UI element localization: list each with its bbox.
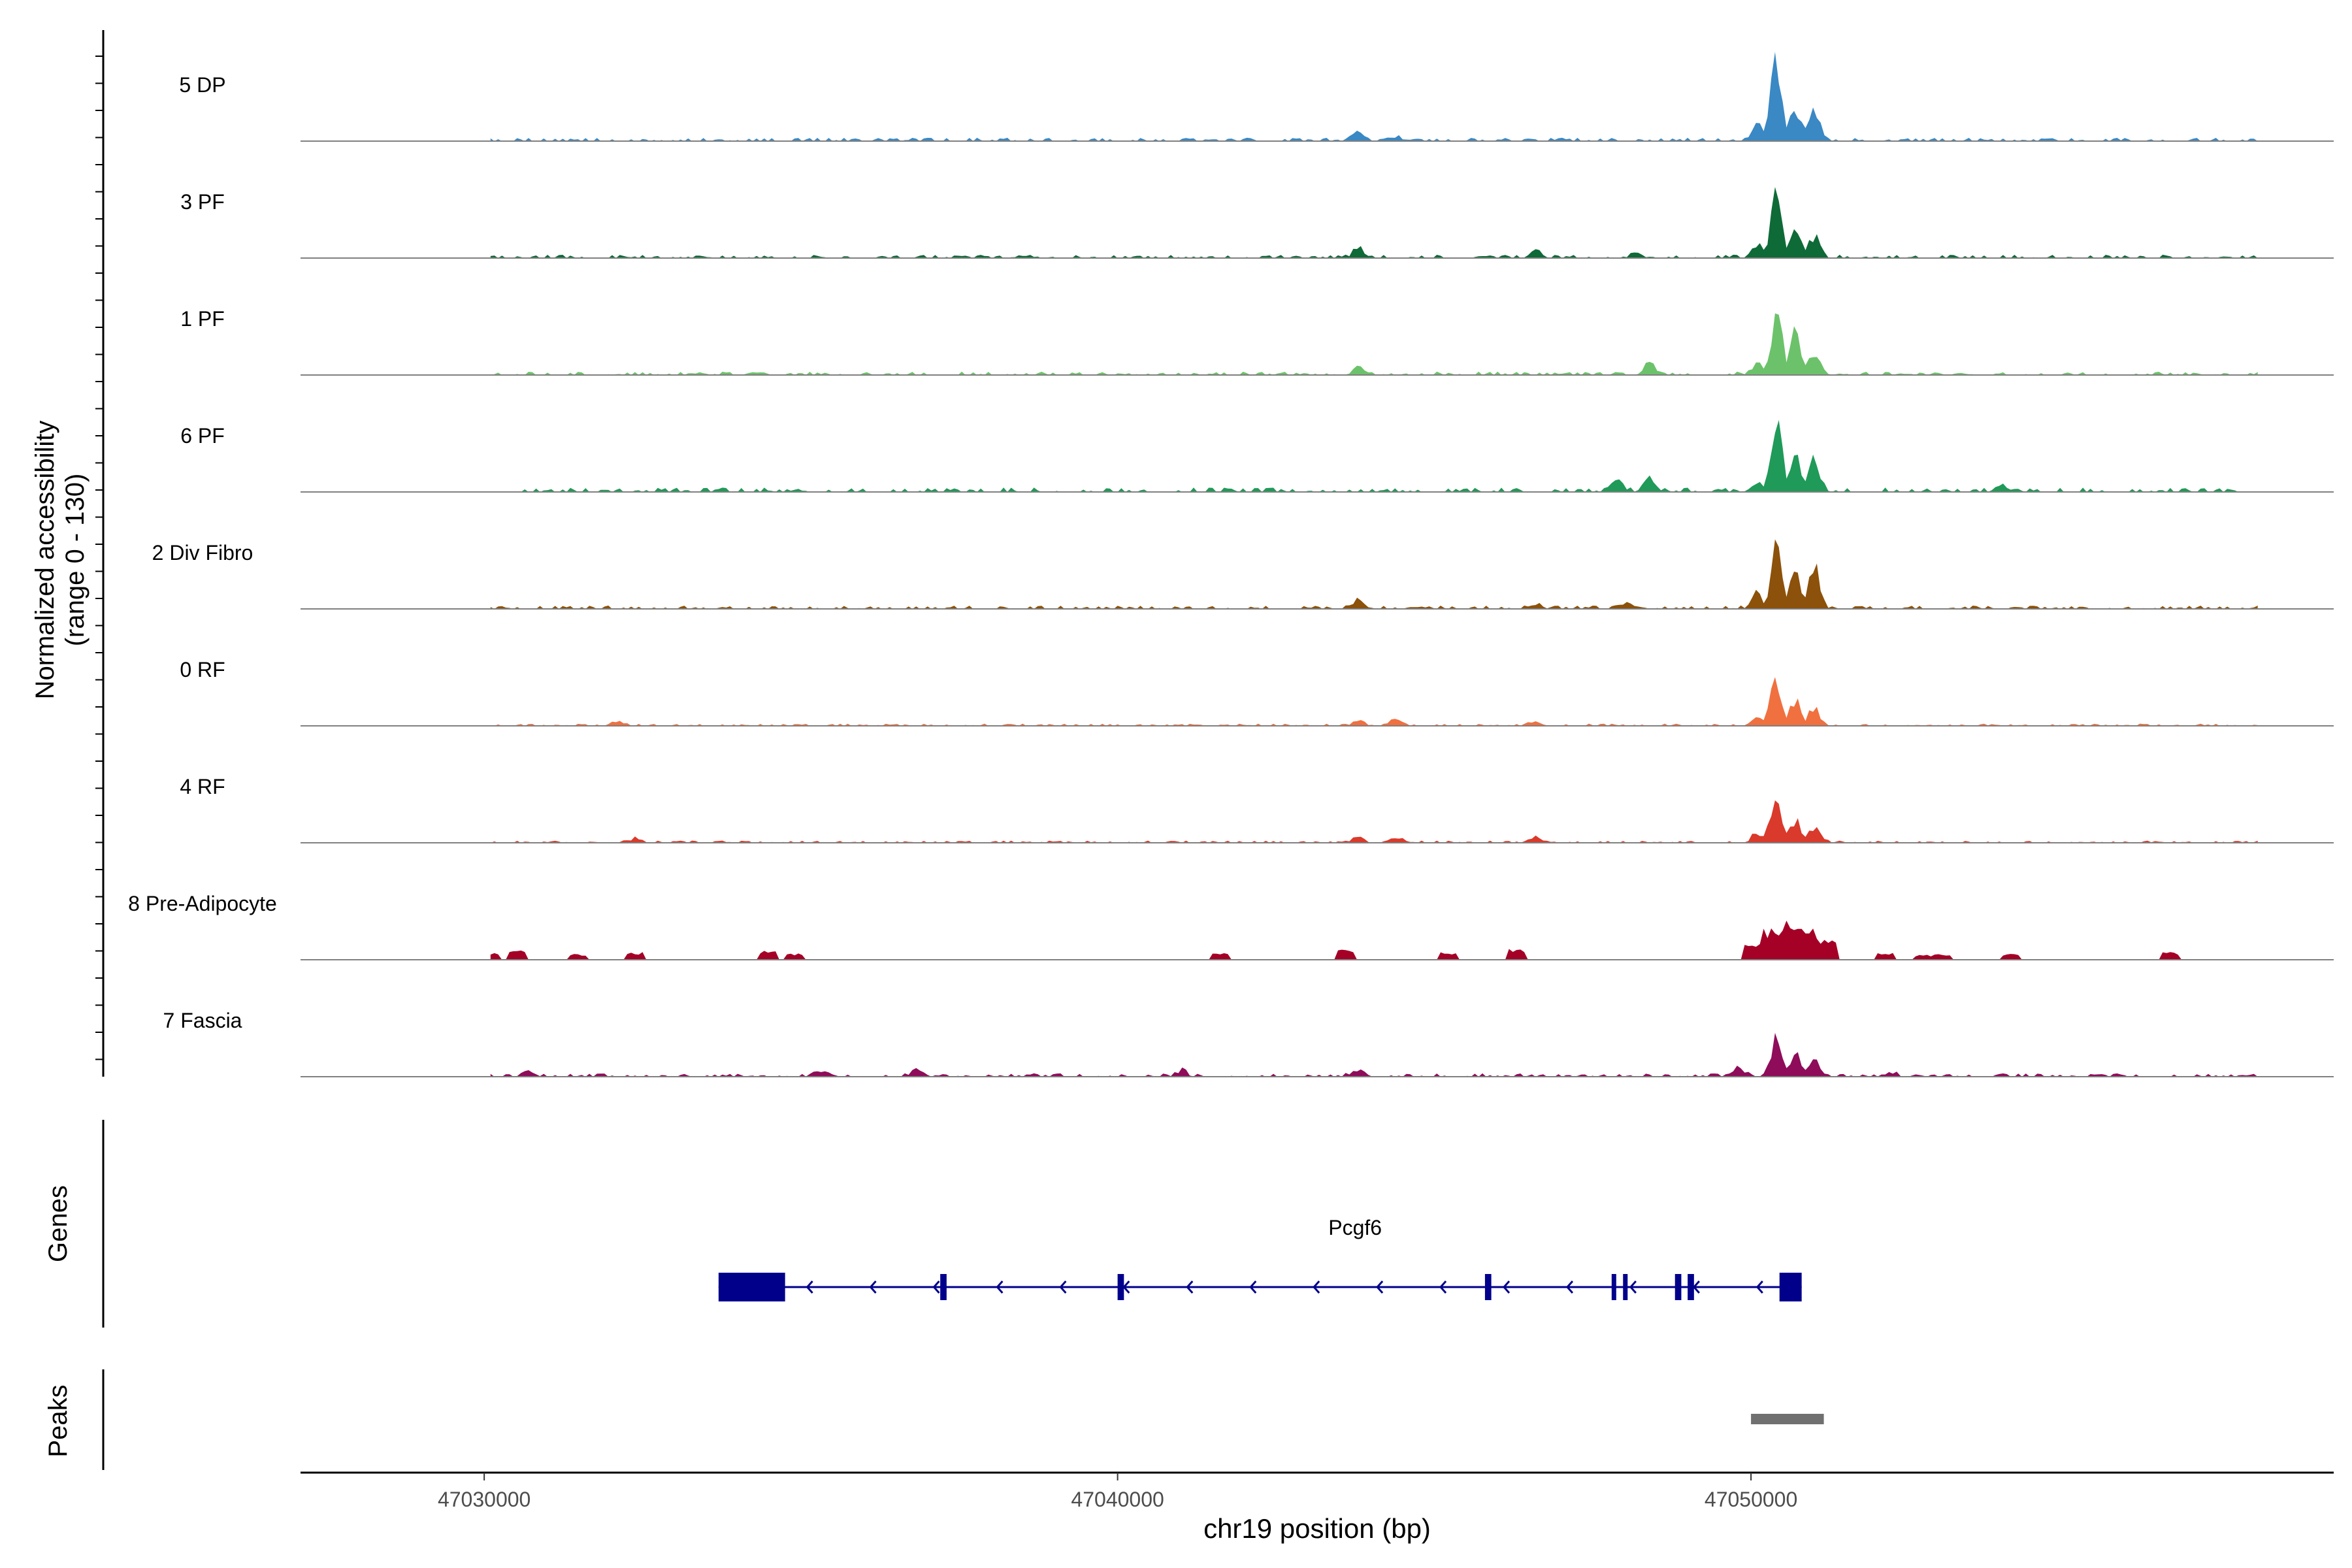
y-axis-title-line2: (range 0 - 130) bbox=[61, 474, 90, 647]
genes-track-label: Genes bbox=[44, 1185, 73, 1262]
strand-arrow bbox=[1059, 1281, 1067, 1294]
strand-arrow bbox=[806, 1281, 813, 1294]
x-axis-ticks: 47030000 47040000 47050000 bbox=[438, 1473, 1797, 1511]
track-label: 5 DP bbox=[179, 73, 225, 97]
strand-arrow bbox=[1439, 1281, 1447, 1294]
coverage-area bbox=[490, 187, 2258, 258]
strand-arrow bbox=[1502, 1281, 1511, 1294]
coverage-track: 1 PF bbox=[180, 307, 2334, 376]
coverage-track: 0 RF bbox=[180, 658, 2334, 727]
x-tick-label: 47030000 bbox=[438, 1488, 531, 1511]
track-label: 8 Pre-Adipocyte bbox=[128, 892, 277, 915]
peak-regions bbox=[1751, 1414, 1824, 1424]
strand-arrow bbox=[996, 1281, 1004, 1294]
gene-exon bbox=[1779, 1273, 1802, 1301]
coverage-area bbox=[490, 419, 2258, 492]
coverage-track: 5 DP bbox=[179, 52, 2334, 142]
gene-exon bbox=[940, 1274, 947, 1300]
coverage-tracks: 5 DP 3 PF 1 PF 6 PF 2 Div Fibro 0 RF 4 RF 8 Pre… bbox=[128, 52, 2334, 1077]
coverage-track: 6 PF bbox=[180, 419, 2334, 493]
coverage-track: 7 Fascia bbox=[163, 1009, 2334, 1077]
coverage-track: 3 PF bbox=[180, 187, 2334, 259]
y-axis-title-line1: Normalized accessibility bbox=[31, 421, 59, 700]
strand-arrow bbox=[1313, 1281, 1320, 1294]
gene-exon bbox=[1484, 1274, 1492, 1300]
coverage-area bbox=[490, 677, 2258, 726]
peak-region-bar bbox=[1751, 1414, 1824, 1424]
gene-exon bbox=[1117, 1274, 1124, 1300]
gene-name-label: Pcgf6 bbox=[1328, 1216, 1382, 1239]
coverage-area bbox=[490, 800, 2258, 843]
track-label: 1 PF bbox=[180, 307, 225, 331]
gene-exon bbox=[1611, 1274, 1616, 1300]
coverage-track: 4 RF bbox=[180, 775, 2334, 843]
x-axis-title: chr19 position (bp) bbox=[1203, 1513, 1431, 1544]
track-label: 4 RF bbox=[180, 775, 225, 798]
track-label: 7 Fascia bbox=[163, 1009, 242, 1032]
strand-arrow bbox=[932, 1281, 940, 1294]
strand-arrow bbox=[1565, 1281, 1574, 1294]
x-tick-label: 47040000 bbox=[1071, 1488, 1164, 1511]
track-label: 2 Div Fibro bbox=[152, 541, 253, 564]
coverage-area bbox=[490, 921, 2258, 960]
gene-exon bbox=[718, 1273, 785, 1301]
coverage-track: 2 Div Fibro bbox=[152, 539, 2334, 610]
gene-exon bbox=[1623, 1274, 1628, 1300]
strand-arrow bbox=[1249, 1281, 1257, 1294]
strand-arrow bbox=[1629, 1281, 1637, 1294]
strand-arrow bbox=[1756, 1281, 1763, 1294]
track-label: 3 PF bbox=[180, 190, 225, 214]
gene-exon bbox=[1688, 1274, 1694, 1300]
strand-arrow bbox=[869, 1281, 877, 1294]
peaks-track-label: Peaks bbox=[44, 1384, 73, 1457]
x-tick-label: 47050000 bbox=[1705, 1488, 1797, 1511]
coverage-area bbox=[490, 52, 2258, 142]
coverage-track: 8 Pre-Adipocyte bbox=[128, 892, 2334, 960]
track-label: 0 RF bbox=[180, 658, 225, 681]
coverage-y-ticks bbox=[95, 56, 103, 1060]
gene-model: Pcgf6 bbox=[718, 1216, 1802, 1301]
gene-exon bbox=[1674, 1274, 1682, 1300]
strand-arrow bbox=[1376, 1281, 1384, 1294]
coverage-area bbox=[490, 1032, 2258, 1077]
track-label: 6 PF bbox=[180, 424, 225, 448]
coverage-area bbox=[490, 539, 2258, 609]
coverage-area bbox=[490, 313, 2258, 375]
strand-arrow bbox=[1186, 1281, 1194, 1294]
